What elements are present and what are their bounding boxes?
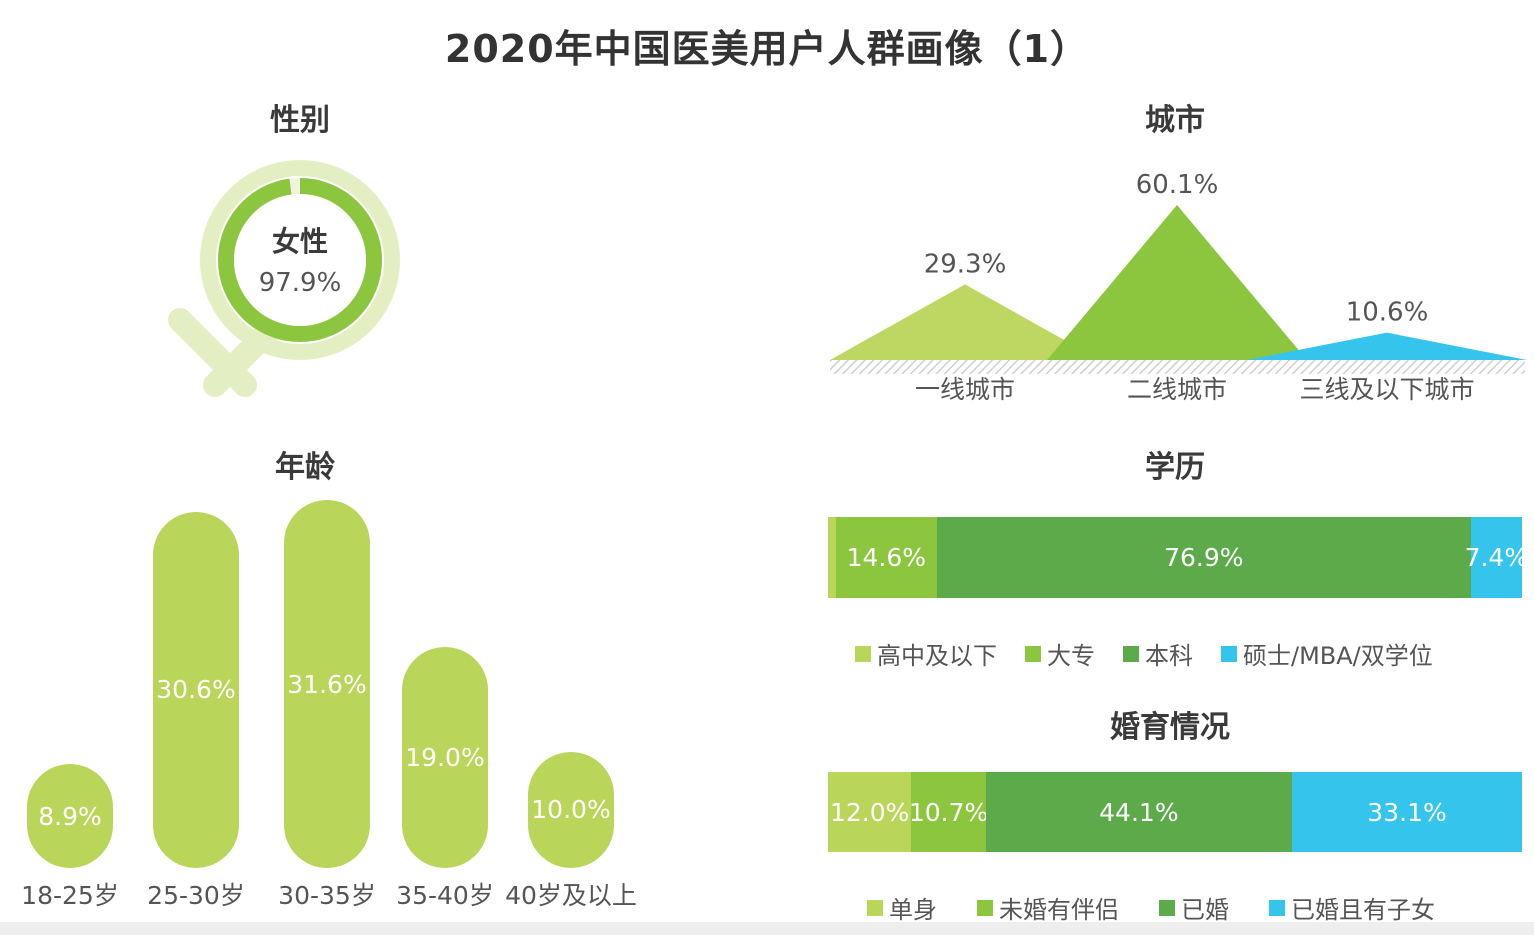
marital-segment: 10.7% (908, 772, 989, 852)
education-segment: 14.6% (835, 517, 937, 598)
age-bar: 8.9% (27, 764, 113, 868)
age-chart: 8.9% 18-25岁 30.6% 25-30岁 31.6% 30-35岁 19.0% 35-… (0, 490, 700, 930)
city-peak-tier3 (1247, 332, 1527, 360)
gender-chart (168, 160, 400, 397)
education-title: 学历 (1145, 450, 1205, 485)
city-chart: 29.3% 一线城市 60.1% 二线城市 10.6% 三线及以下城市 (830, 170, 1527, 404)
age-bar: 30.6% (153, 511, 239, 868)
age-bar: 31.6% (284, 500, 370, 868)
age-category-label: 35-40岁 (396, 881, 494, 910)
legend-label: 已婚且有子女 (1291, 896, 1435, 924)
city-category-label-tier3: 三线及以下城市 (1299, 375, 1474, 404)
age-category-label: 25-30岁 (147, 881, 245, 910)
legend-swatch (855, 645, 871, 662)
legend-item-single: 单身 (867, 890, 937, 925)
gender-inner-circle (234, 194, 366, 326)
legend-swatch (1221, 645, 1237, 662)
gender-title: 性别 (270, 103, 330, 138)
legend-swatch (1269, 899, 1285, 916)
city-baseline (830, 360, 1525, 374)
education-segment-label: 7.4% (1464, 543, 1529, 572)
education-segment: 7.4% (1465, 517, 1528, 598)
age-bar: 10.0% (528, 751, 614, 868)
city-value-label-tier3: 10.6% (1346, 298, 1429, 328)
legend-label: 未婚有伴侣 (999, 896, 1119, 924)
marital-segment-label: 44.1% (1099, 797, 1179, 827)
legend-label: 高中及以下 (877, 642, 997, 670)
marital-title: 婚育情况 (1110, 710, 1230, 745)
bottom-strip (0, 922, 1534, 935)
female-symbol-stroke-2 (168, 308, 257, 397)
age-bar-value-label: 19.0% (405, 742, 485, 772)
marital-legend: 单身 未婚有伴侣 已婚 已婚且有子女 (867, 890, 1435, 925)
legend-item-bachelor: 本科 (1123, 636, 1193, 671)
legend-label: 大专 (1047, 642, 1095, 670)
legend-label: 本科 (1145, 642, 1193, 670)
city-title: 城市 (1145, 103, 1205, 138)
marital-segment-label: 10.7% (908, 797, 989, 827)
education-segment-label: 14.6% (846, 543, 926, 572)
city-peak-tier1 (830, 284, 1100, 360)
legend-item-unmarried-partner: 未婚有伴侣 (977, 890, 1119, 925)
legend-swatch (867, 899, 883, 916)
marital-segment: 12.0% (828, 772, 912, 852)
education-segment (828, 517, 836, 598)
age-bar: 19.0% (402, 646, 488, 868)
legend-swatch (977, 899, 993, 916)
marital-segment: 33.1% (1292, 772, 1522, 852)
legend-item-high-school: 高中及以下 (855, 636, 997, 671)
legend-item-junior-college: 大专 (1025, 636, 1095, 671)
age-bar-value-label: 31.6% (287, 669, 367, 699)
legend-item-master: 硕士/MBA/双学位 (1221, 636, 1433, 671)
city-category-label-tier1: 一线城市 (915, 375, 1015, 404)
legend-item-married: 已婚 (1159, 890, 1229, 925)
legend-label: 已婚 (1181, 896, 1229, 924)
legend-swatch (1123, 645, 1139, 662)
marital-stacked-bar: 12.0% 10.7% 44.1% 33.1% (828, 772, 1522, 852)
age-category-label: 30-35岁 (278, 881, 376, 910)
city-peak-tier2 (1047, 205, 1307, 360)
city-category-label-tier2: 二线城市 (1127, 375, 1227, 404)
legend-swatch (1025, 645, 1041, 662)
page-title: 2020年中国医美用户人群画像（1） (444, 27, 1090, 71)
marital-segment-label: 12.0% (829, 797, 910, 827)
gender-value-ring (218, 178, 382, 342)
legend-swatch (1159, 899, 1175, 916)
age-bar-value-label: 8.9% (38, 801, 102, 831)
gender-value: 97.9% (258, 268, 342, 298)
gender-halo-ring (200, 160, 400, 360)
gender-label: 女性 (271, 225, 328, 258)
age-category-label: 40岁及以上 (505, 881, 637, 910)
education-segment: 76.9% (936, 517, 1471, 598)
legend-item-married-children: 已婚且有子女 (1269, 890, 1435, 925)
education-segment-label: 76.9% (1164, 543, 1244, 572)
legend-label: 单身 (889, 896, 937, 924)
marital-segment-label: 33.1% (1367, 797, 1447, 827)
age-bar-value-label: 10.0% (531, 795, 611, 825)
age-title: 年龄 (275, 450, 335, 485)
city-value-label-tier1: 29.3% (924, 249, 1007, 279)
education-stacked-bar: 14.6% 76.9% 7.4% (828, 517, 1528, 598)
education-legend: 高中及以下 大专 本科 硕士/MBA/双学位 (855, 636, 1433, 671)
marital-segment: 44.1% (985, 772, 1293, 852)
age-category-label: 18-25岁 (21, 881, 119, 910)
city-value-label-tier2: 60.1% (1136, 170, 1219, 200)
legend-label: 硕士/MBA/双学位 (1243, 642, 1433, 670)
age-bar-value-label: 30.6% (156, 675, 236, 705)
